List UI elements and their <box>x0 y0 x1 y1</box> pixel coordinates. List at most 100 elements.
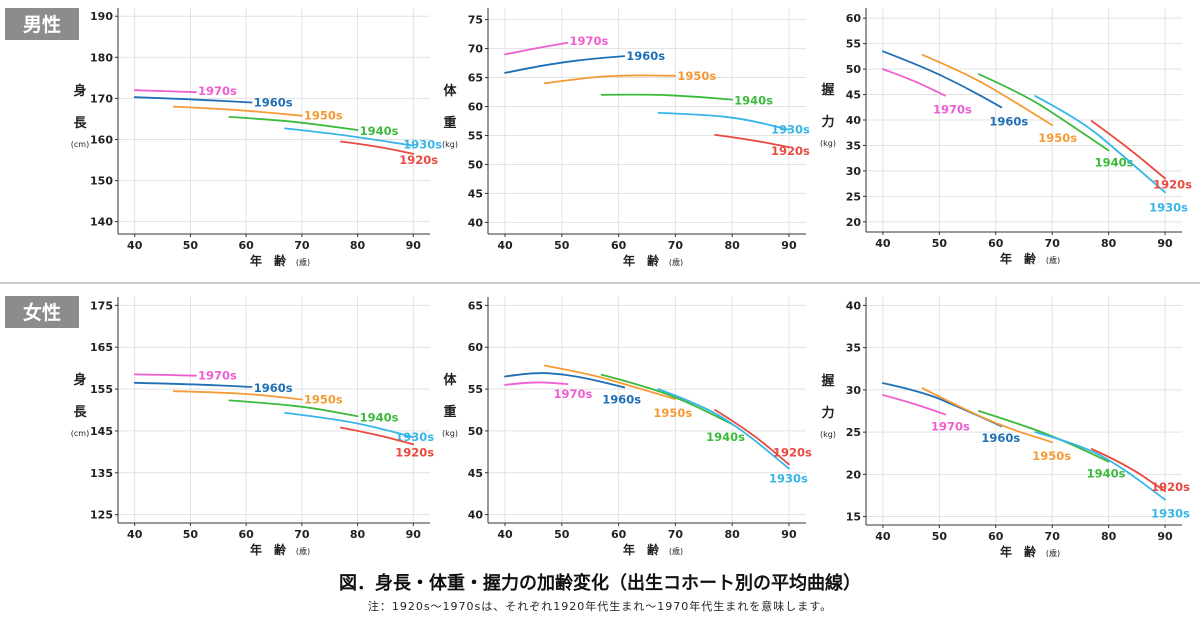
y-axis-unit: (kg) <box>442 140 458 149</box>
y-axis-unit: (cm) <box>71 140 89 149</box>
x-tick-label: 50 <box>183 239 199 252</box>
y-tick-label: 150 <box>90 175 113 188</box>
y-axis-label: 長 <box>73 405 87 420</box>
series-label-1970s: 1970s <box>198 369 237 383</box>
x-axis-label: 年 齢 <box>1000 251 1037 266</box>
x-tick-label: 60 <box>988 530 1004 543</box>
series-line-1930s <box>284 127 415 147</box>
axes <box>115 297 430 526</box>
y-tick-label: 50 <box>846 63 862 76</box>
series-line-1960s <box>504 372 626 389</box>
axes <box>115 8 430 237</box>
series-line-1920s <box>714 134 790 148</box>
x-tick-label: 90 <box>781 528 797 541</box>
y-tick-label: 45 <box>846 89 861 102</box>
series-line-1930s <box>284 412 415 439</box>
series-label-1930s: 1930s <box>771 123 810 137</box>
y-tick-label: 160 <box>90 133 113 146</box>
y-axis-label: 身 <box>73 372 86 388</box>
section-badge-male: 男性 <box>5 8 79 40</box>
series-label-1930s: 1930s <box>1151 507 1190 521</box>
y-tick-label: 70 <box>468 43 484 56</box>
x-tick-label: 90 <box>406 239 422 252</box>
series-label-1920s: 1920s <box>773 445 812 459</box>
y-tick-label: 55 <box>846 38 861 51</box>
series-label-1950s: 1950s <box>1032 449 1071 463</box>
y-tick-label: 135 <box>90 467 113 480</box>
series-line-1930s <box>657 388 790 470</box>
y-tick-label: 55 <box>468 383 483 396</box>
axes <box>863 297 1182 528</box>
y-axis-label: 力 <box>821 114 834 130</box>
series-label-1970s: 1970s <box>933 103 972 117</box>
x-tick-label: 60 <box>238 528 254 541</box>
series-line-1970s <box>882 68 946 97</box>
series-line-1940s <box>978 410 1110 463</box>
y-axis-unit: (cm) <box>71 429 89 438</box>
y-tick-label: 40 <box>468 509 484 522</box>
series-line-1960s <box>882 50 1003 109</box>
y-tick-label: 65 <box>468 72 483 85</box>
y-tick-label: 40 <box>846 299 862 312</box>
y-tick-label: 75 <box>468 14 483 27</box>
y-axis-unit: (kg) <box>820 139 836 148</box>
x-tick-label: 50 <box>932 237 948 250</box>
y-tick-label: 190 <box>90 10 113 23</box>
x-axis-unit: (歳) <box>669 257 683 267</box>
y-tick-label: 15 <box>846 511 861 524</box>
x-tick-label: 80 <box>1101 237 1117 250</box>
y-tick-label: 60 <box>468 101 484 114</box>
series-line-1920s <box>1090 448 1166 493</box>
chart-panel: 40 50 60 70 80 90 40 45 50 55 60 65 体重 (kg) 年 齢 (歳) 1970… <box>442 297 812 557</box>
series-label-1970s: 1970s <box>570 34 609 48</box>
figure-note: 注：1920s～1970sは、それぞれ1920年代生まれ～1970年代生まれを意… <box>368 599 832 613</box>
series-line-1940s <box>600 93 734 101</box>
x-tick-label: 70 <box>294 528 310 541</box>
figure-caption: 図．身長・体重・握力の加齢変化（出生コホート別の平均曲線） <box>339 572 861 594</box>
series-line-1950s <box>543 364 677 400</box>
series-line-1970s <box>133 373 197 377</box>
y-tick-label: 55 <box>468 129 483 142</box>
series-label-1940s: 1940s <box>706 430 745 444</box>
x-tick-label: 40 <box>875 530 891 543</box>
series-line-1960s <box>133 381 253 388</box>
y-axis-label: 体 <box>443 372 457 388</box>
series-label-1940s: 1940s <box>360 124 399 138</box>
x-tick-label: 80 <box>350 239 366 252</box>
series-line-1960s <box>133 96 253 104</box>
y-tick-label: 35 <box>846 139 861 152</box>
chart-panel: 40 50 60 70 80 90 40 45 50 55 60 65 70 75 体重 (kg) 年 齢 (歳)… <box>442 8 810 268</box>
axes <box>863 8 1182 235</box>
series-label-1950s: 1950s <box>677 69 716 83</box>
y-tick-label: 20 <box>846 468 862 481</box>
series-label-1940s: 1940s <box>1095 156 1134 170</box>
y-axis-label: 力 <box>821 405 834 421</box>
series-label-1950s: 1950s <box>304 109 343 123</box>
x-tick-label: 50 <box>183 528 199 541</box>
y-tick-label: 20 <box>846 216 862 229</box>
x-tick-label: 90 <box>406 528 422 541</box>
y-tick-label: 45 <box>468 187 483 200</box>
series-label-1960s: 1960s <box>981 431 1020 445</box>
x-axis-unit: (歳) <box>669 546 683 556</box>
section-label-female: 女性 <box>23 301 61 324</box>
y-tick-label: 165 <box>90 341 113 354</box>
x-axis-unit: (歳) <box>296 546 310 556</box>
series-label-1950s: 1950s <box>304 393 343 407</box>
y-axis-label: 体 <box>443 83 457 99</box>
series-label-1930s: 1930s <box>769 472 808 486</box>
y-axis-label: 重 <box>443 404 456 420</box>
y-tick-label: 40 <box>468 216 484 229</box>
series-line-1950s <box>172 105 303 117</box>
series-line-1950s <box>921 53 1054 126</box>
x-tick-label: 70 <box>668 528 684 541</box>
series-line-1940s <box>978 73 1110 152</box>
x-tick-label: 60 <box>238 239 254 252</box>
series-line-1960s <box>504 55 626 74</box>
section-badge-female: 女性 <box>5 296 79 328</box>
x-tick-label: 40 <box>497 528 513 541</box>
series-line-1930s <box>1034 431 1166 501</box>
series-label-1920s: 1920s <box>771 144 810 158</box>
y-tick-label: 145 <box>90 425 113 438</box>
